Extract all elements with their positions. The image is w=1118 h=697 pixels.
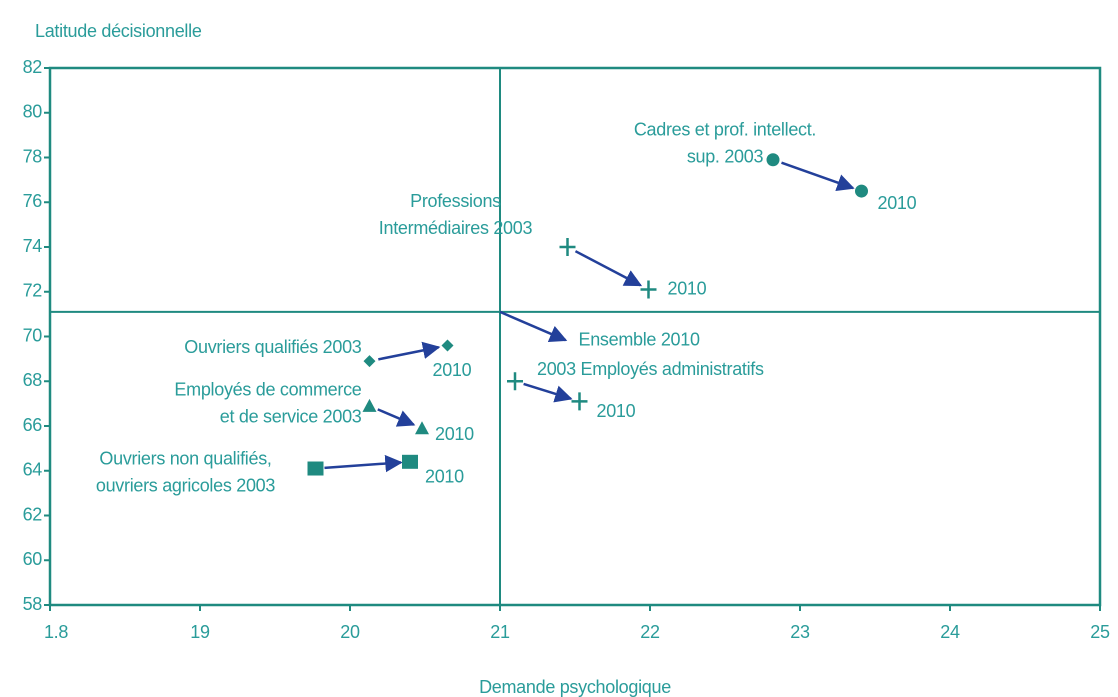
point-label: 2010 xyxy=(433,360,472,380)
point-label: sup. 2003 xyxy=(687,146,764,166)
point xyxy=(363,355,376,368)
y-tick-label: 64 xyxy=(23,460,43,480)
y-tick-label: 60 xyxy=(23,549,43,569)
arrow xyxy=(378,341,441,361)
point xyxy=(559,238,576,256)
y-tick-label: 58 xyxy=(23,594,43,614)
point xyxy=(402,454,418,469)
point xyxy=(441,339,454,352)
point-label: Cadres et prof. intellect. xyxy=(634,119,816,139)
point-label: Ensemble 2010 xyxy=(579,330,700,350)
y-tick-label: 78 xyxy=(23,146,43,166)
point xyxy=(415,421,429,435)
y-tick-label: 80 xyxy=(23,102,43,122)
point-label: Professions xyxy=(410,191,501,211)
arrow xyxy=(574,250,643,287)
y-tick-label: 70 xyxy=(23,325,43,345)
y-tick-label: 68 xyxy=(23,370,43,390)
point xyxy=(507,372,523,391)
point xyxy=(855,184,868,198)
y-tick-label: 72 xyxy=(23,281,43,301)
y-tick-label: 82 xyxy=(23,57,43,77)
x-tick-label: 22 xyxy=(640,622,660,642)
point-label: ouvriers agricoles 2003 xyxy=(96,475,275,495)
point-label: 2010 xyxy=(425,467,464,487)
point-label: 2010 xyxy=(435,424,474,444)
point xyxy=(640,280,657,299)
x-tick-label: 1.8 xyxy=(44,622,68,642)
arrow xyxy=(781,161,855,192)
x-tick-label: 20 xyxy=(340,622,360,642)
point-label: 2003 Employés administratifs xyxy=(537,359,764,379)
x-axis-title: Demande psychologique xyxy=(479,677,671,697)
point xyxy=(362,398,377,412)
point-label: 2010 xyxy=(668,278,707,298)
y-tick-label: 76 xyxy=(23,191,43,211)
point-label: 2010 xyxy=(878,193,917,213)
x-tick-label: 19 xyxy=(190,622,210,642)
y-tick-label: 66 xyxy=(23,415,43,435)
y-tick-label: 74 xyxy=(23,236,43,256)
x-tick-label: 24 xyxy=(940,622,960,642)
point-label: Ouvriers qualifiés 2003 xyxy=(184,337,361,357)
point xyxy=(766,153,780,167)
point-label: et de service 2003 xyxy=(220,407,362,427)
point-label: Ouvriers non qualifiés, xyxy=(99,448,271,468)
y-axis-title: Latitude décisionnelle xyxy=(35,21,202,41)
x-tick-label: 25 xyxy=(1090,622,1110,642)
arrow xyxy=(324,454,403,473)
point-label: 2010 xyxy=(597,401,636,421)
point xyxy=(571,392,588,411)
x-tick-label: 23 xyxy=(790,622,810,642)
point xyxy=(307,461,324,476)
point xyxy=(567,340,569,342)
x-tick-label: 21 xyxy=(490,622,510,642)
point-label: Employés de commerce xyxy=(174,380,361,400)
y-tick-label: 62 xyxy=(23,504,43,524)
arrow xyxy=(377,408,416,427)
arrow xyxy=(499,310,568,342)
point-label: Intermédiaires 2003 xyxy=(379,218,533,238)
arrow xyxy=(523,382,573,403)
